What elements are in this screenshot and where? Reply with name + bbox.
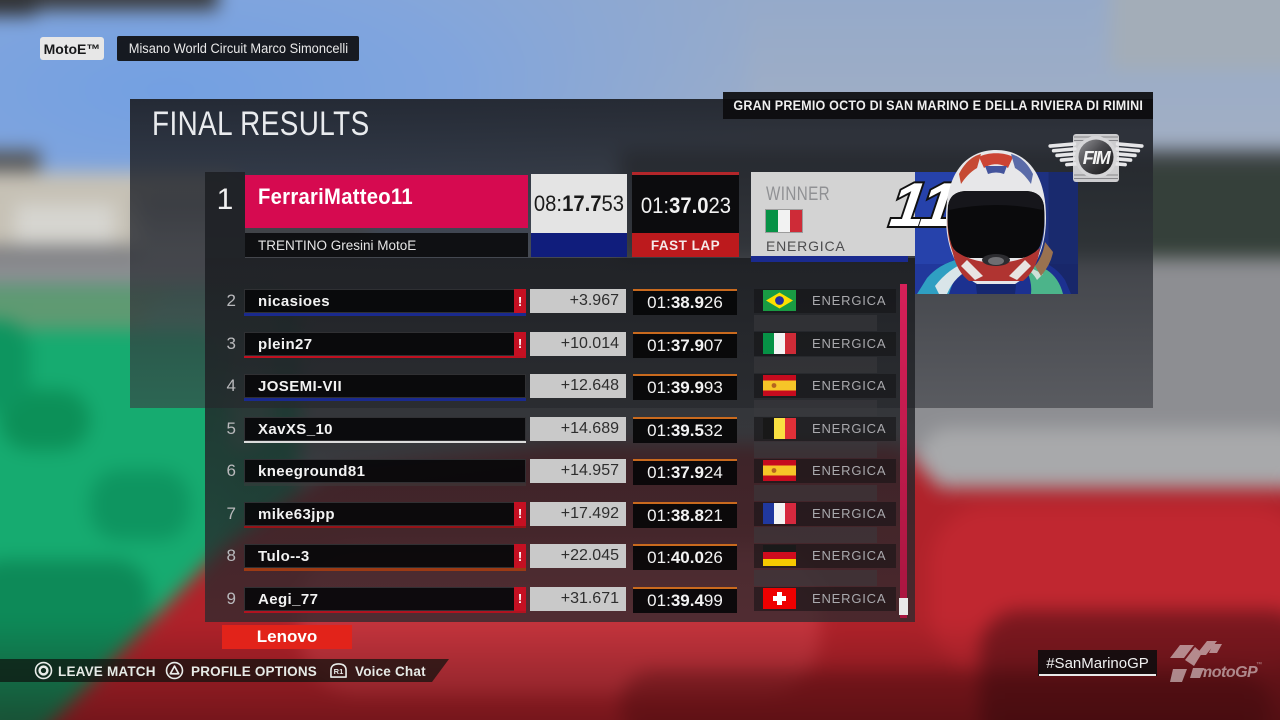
svg-text:R1: R1 [334,667,344,676]
svg-text:motoGP: motoGP [1198,664,1258,681]
svg-text:™: ™ [1256,661,1262,668]
svg-text:FIM: FIM [1083,148,1112,168]
